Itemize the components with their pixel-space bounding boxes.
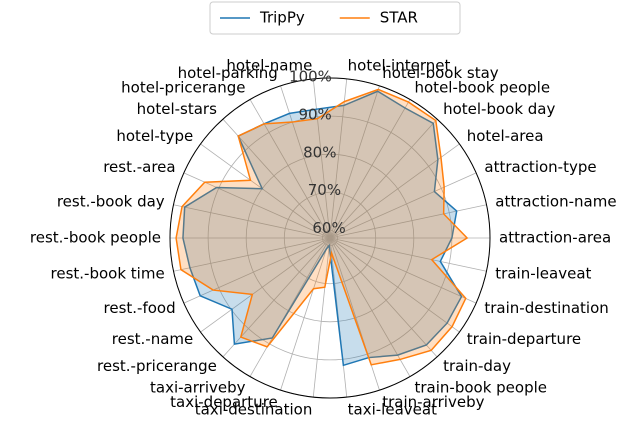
spoke [312, 237, 331, 398]
legend-box [209, 1, 461, 35]
r-tick-label: 100% [289, 68, 332, 86]
spoke [329, 172, 477, 239]
category-label: rest.-book day [57, 193, 165, 211]
spoke [173, 204, 331, 239]
spoke [200, 237, 331, 333]
r-tick-label: 70% [308, 181, 341, 199]
category-label: taxi-departure [170, 393, 278, 411]
spoke [329, 237, 438, 358]
category-label: train-arriveby [382, 393, 484, 411]
category-label: hotel-book stay [382, 64, 499, 82]
category-label: hotel-pricerange [121, 79, 245, 97]
outer-circle [169, 77, 491, 399]
category-label: rest.-book time [51, 264, 165, 282]
spoke [329, 237, 487, 272]
spoke [249, 237, 331, 377]
category-label: attraction-area [499, 229, 611, 247]
category-label: attraction-name [495, 193, 616, 211]
series-area [175, 88, 469, 366]
spoke [249, 99, 331, 239]
spoke [200, 143, 331, 239]
spoke [329, 237, 460, 333]
category-label: rest.-pricerange [97, 357, 217, 375]
category-label: hotel-name [226, 56, 312, 74]
legend-label: STAR [380, 9, 418, 27]
spoke [173, 237, 331, 272]
r-tick-label: 60% [312, 219, 345, 237]
category-label: hotel-type [116, 127, 193, 145]
marks [175, 88, 469, 367]
category-label: attraction-type [484, 158, 596, 176]
category-label: rest.-food [104, 299, 176, 317]
grid [169, 77, 491, 399]
spoke [329, 237, 411, 377]
category-label: taxi-arriveby [150, 378, 246, 396]
legend-label: TripPy [259, 9, 305, 27]
spoke [312, 78, 331, 239]
category-label: taxi-destination [195, 401, 313, 419]
category-label: rest.-area [103, 158, 175, 176]
category-label: rest.-book people [30, 229, 161, 247]
spoke [222, 118, 331, 239]
spoke [280, 237, 331, 391]
series-area [182, 90, 463, 367]
category-label: hotel-stars [137, 100, 217, 118]
category-label: hotel-book day [443, 100, 555, 118]
spoke [280, 85, 331, 239]
category-label: hotel-parking [178, 64, 278, 82]
r-tick-label: 80% [303, 143, 336, 161]
spoke [329, 85, 380, 239]
spoke [329, 237, 477, 304]
category-label: taxi-leaveat [348, 401, 437, 419]
category-label: hotel-book people [415, 79, 551, 97]
spoke [183, 172, 331, 239]
spoke [329, 204, 487, 239]
category-label: rest.-name [112, 330, 193, 348]
labels: 60% 70% 80% 90% 100% attraction-area attractio… [30, 56, 617, 418]
category-label: train-day [443, 357, 511, 375]
spoke [329, 118, 438, 239]
spoke [329, 99, 411, 239]
r-tick-label: 90% [298, 106, 331, 124]
category-label: train-destination [484, 299, 608, 317]
category-label: train-leaveat [495, 264, 591, 282]
spoke [183, 237, 331, 304]
category-label: train-book people [415, 378, 548, 396]
category-label: hotel-internet [348, 56, 451, 74]
category-label: train-departure [467, 330, 581, 348]
legend: TripPy STAR [220, 9, 418, 27]
category-label: hotel-area [467, 127, 544, 145]
